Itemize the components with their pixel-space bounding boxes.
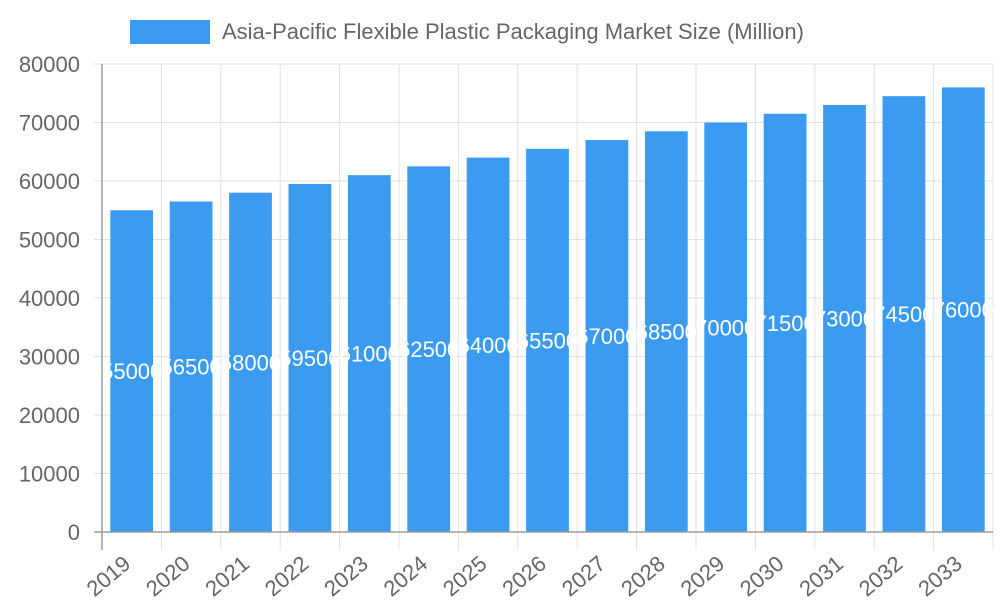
x-tick-label: 2019 [82,551,136,600]
bar-2023[interactable] [347,175,391,532]
data-label: 59500 [279,346,340,371]
x-tick-label: 2027 [557,551,611,600]
x-tick-label: 2023 [319,551,373,600]
x-tick-label: 2024 [379,551,433,600]
bar-2021[interactable] [229,192,272,532]
data-label: 55000 [101,359,162,384]
x-tick-label: 2033 [913,551,967,600]
x-tick-label: 2020 [141,551,195,600]
data-label: 65500 [517,328,578,353]
bar-2028[interactable] [644,131,688,532]
data-label: 76000 [933,298,994,323]
x-tick-label: 2031 [794,551,848,600]
y-tick-label: 30000 [19,345,80,370]
x-tick-label: 2028 [616,551,670,600]
data-label: 64000 [458,333,519,358]
data-label: 68500 [636,320,697,345]
data-label: 62500 [398,337,459,362]
y-tick-label: 10000 [19,462,80,487]
bar-2024[interactable] [407,166,451,532]
data-label: 56500 [161,355,222,380]
data-label: 61000 [339,342,400,367]
bar-2031[interactable] [823,104,866,532]
data-label: 67000 [576,324,637,349]
bar-2032[interactable] [882,96,926,533]
x-tick-label: 2022 [260,551,314,600]
bars [110,87,985,533]
chart-legend[interactable]: Asia-Pacific Flexible Plastic Packaging … [130,19,804,45]
data-label: 74500 [873,302,934,327]
y-tick-label: 0 [68,520,80,545]
bar-2026[interactable] [526,148,569,532]
y-tick-label: 70000 [19,111,80,136]
bar-2019[interactable] [110,210,154,532]
data-labels: 5500056500580005950061000625006400065500… [101,298,994,384]
bar-2020[interactable] [169,201,213,532]
y-tick-label: 80000 [19,52,80,77]
y-tick-label: 50000 [19,228,80,253]
legend-label: Asia-Pacific Flexible Plastic Packaging … [222,19,804,44]
data-label: 58000 [220,350,281,375]
y-tick-label: 40000 [19,286,80,311]
y-tick-label: 20000 [19,403,80,428]
x-tick-label: 2030 [735,551,789,600]
legend-swatch [130,20,210,44]
data-label: 73000 [814,306,875,331]
x-tick-label: 2026 [497,551,551,600]
data-label: 70000 [695,315,756,340]
bar-2033[interactable] [941,87,985,533]
bar-2030[interactable] [763,113,807,532]
x-tick-label: 2032 [854,551,908,600]
y-tick-label: 60000 [19,169,80,194]
bar-2029[interactable] [704,122,748,533]
bar-2025[interactable] [466,157,510,532]
data-label: 71500 [755,311,816,336]
x-tick-label: 2025 [438,551,492,600]
x-tick-label: 2021 [200,551,254,600]
bar-2027[interactable] [585,140,629,533]
bar-2022[interactable] [288,183,332,533]
x-tick-label: 2029 [676,551,730,600]
